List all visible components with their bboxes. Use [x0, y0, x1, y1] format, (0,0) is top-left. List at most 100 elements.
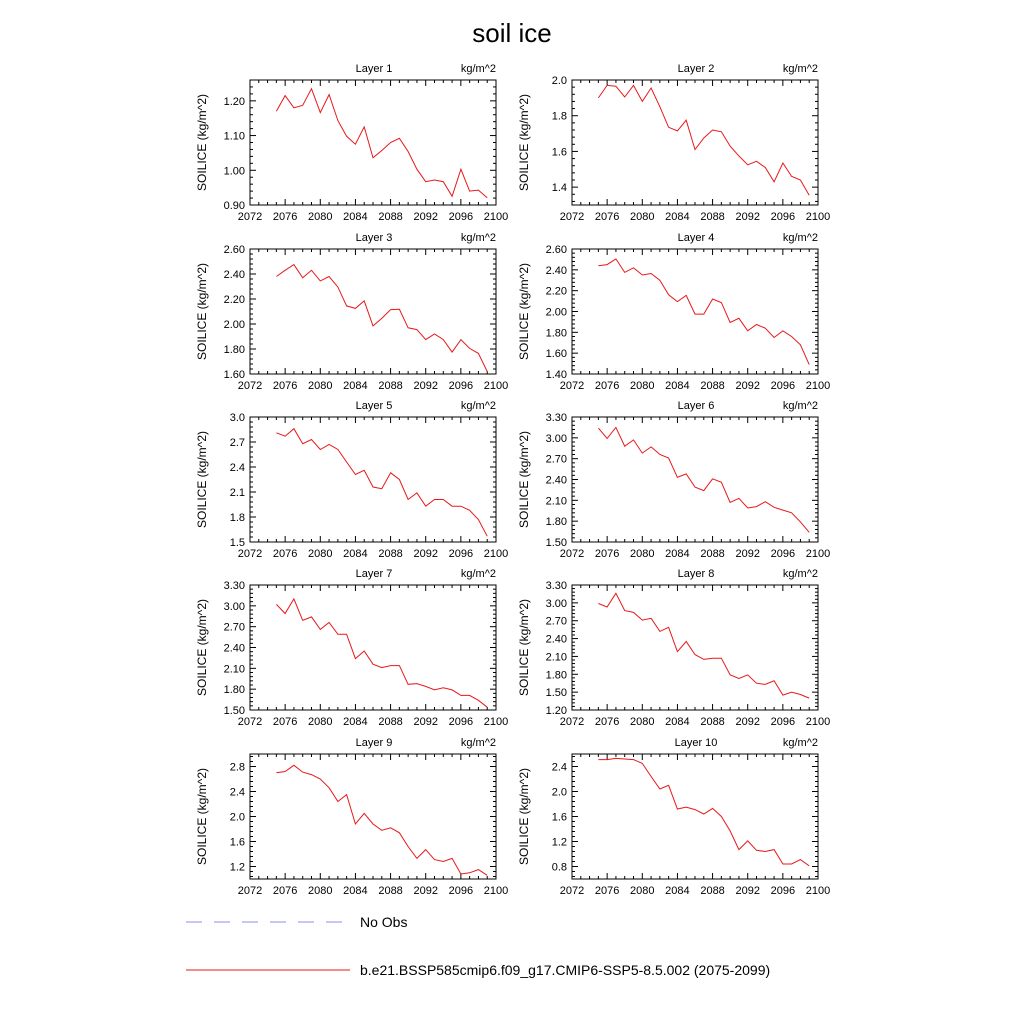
- panel-units: kg/m^2: [461, 568, 496, 580]
- x-tick-label: 2084: [343, 885, 367, 897]
- legend-entry-no-obs: No Obs: [186, 914, 407, 930]
- y-tick-label: 1.2: [552, 837, 567, 849]
- y-tick-label: 1.80: [224, 344, 245, 356]
- panel-title: Layer 2: [678, 63, 715, 75]
- y-tick-label: 0.90: [224, 200, 245, 212]
- plot-frame: [249, 248, 497, 375]
- x-tick-label: 2080: [308, 548, 332, 560]
- panels: Layer 1 kg/m^2 2072 2076 2080 2084 2088 2092 209…: [195, 63, 830, 897]
- y-tick-label: 2.8: [230, 762, 245, 774]
- panel-units: kg/m^2: [783, 400, 818, 412]
- x-tick-label: 2096: [449, 885, 473, 897]
- y-tick-label: 2.0: [552, 75, 567, 87]
- y-axis-label: SOILICE (kg/m^2): [517, 263, 531, 360]
- x-tick-label: 2088: [378, 885, 402, 897]
- x-tick-label: 2076: [595, 716, 619, 728]
- y-axis-label: SOILICE (kg/m^2): [517, 768, 531, 865]
- y-tick-label: 1.60: [224, 369, 245, 381]
- y-tick-label: 1.8: [230, 512, 245, 524]
- figure-title: soil ice: [472, 18, 551, 48]
- x-tick-label: 2092: [735, 548, 759, 560]
- x-tick-label: 2072: [560, 548, 584, 560]
- y-tick-label: 2.20: [546, 286, 567, 298]
- x-tick-label: 2088: [700, 548, 724, 560]
- series-line-layer-8: [598, 592, 810, 699]
- x-tick-label: 2084: [343, 548, 367, 560]
- x-tick-label: 2084: [343, 716, 367, 728]
- series-line-layer-5: [276, 427, 488, 537]
- y-tick-label: 2.1: [230, 487, 245, 499]
- y-tick-label: 3.00: [546, 433, 567, 445]
- x-tick-label: 2072: [238, 380, 262, 392]
- y-tick-label: 2.40: [546, 265, 567, 277]
- series-line-layer-2: [597, 84, 810, 196]
- x-tick-label: 2096: [771, 885, 795, 897]
- y-tick-label: 1.80: [546, 327, 567, 339]
- x-tick-label: 2100: [806, 716, 830, 728]
- x-tick-label: 2088: [700, 716, 724, 728]
- y-tick-label: 3.30: [224, 580, 245, 592]
- panel-units: kg/m^2: [461, 232, 496, 244]
- panel-units: kg/m^2: [783, 568, 818, 580]
- y-tick-label: 3.00: [546, 598, 567, 610]
- y-axis-label: SOILICE (kg/m^2): [517, 599, 531, 696]
- series-line-layer-6: [598, 426, 810, 533]
- panel-layer-6: Layer 6 kg/m^2 2072 2076 2080 2084 2088 2092 209…: [517, 400, 830, 560]
- y-tick-label: 1.80: [546, 669, 567, 681]
- panel-title: Layer 9: [356, 737, 393, 749]
- y-tick-label: 2.70: [546, 454, 567, 466]
- plot-frame: [571, 248, 819, 375]
- y-axis-label: SOILICE (kg/m^2): [517, 431, 531, 528]
- x-tick-label: 2076: [273, 885, 297, 897]
- legend-label-no-obs: No Obs: [360, 914, 407, 930]
- x-tick-label: 2084: [343, 380, 367, 392]
- panel-title: Layer 1: [356, 63, 393, 75]
- x-tick-label: 2088: [378, 716, 402, 728]
- y-tick-label: 1.10: [224, 131, 245, 143]
- series-line-layer-4: [598, 258, 810, 365]
- y-axis-label: SOILICE (kg/m^2): [195, 768, 209, 865]
- x-tick-label: 2072: [238, 716, 262, 728]
- y-axis-label: SOILICE (kg/m^2): [195, 431, 209, 528]
- x-tick-label: 2092: [735, 380, 759, 392]
- panel-title: Layer 10: [675, 737, 718, 749]
- panel-layer-9: Layer 9 kg/m^2 2072 2076 2080 2084 2088 2092 209…: [195, 737, 508, 897]
- panel-title: Layer 8: [678, 568, 715, 580]
- panel-title: Layer 4: [678, 232, 715, 244]
- x-tick-label: 2092: [413, 885, 437, 897]
- x-tick-label: 2084: [665, 211, 689, 223]
- panel-layer-5: Layer 5 kg/m^2 2072 2076 2080 2084 2088 2092 209…: [195, 400, 508, 560]
- y-tick-label: 2.4: [230, 787, 245, 799]
- x-tick-label: 2092: [735, 885, 759, 897]
- y-tick-label: 1.40: [546, 369, 567, 381]
- series-line-layer-7: [276, 597, 488, 708]
- y-tick-label: 2.4: [230, 462, 245, 474]
- x-tick-label: 2076: [595, 211, 619, 223]
- x-tick-label: 2100: [806, 211, 830, 223]
- series-line-layer-1: [275, 87, 488, 199]
- y-tick-label: 3.0: [230, 412, 245, 424]
- x-tick-label: 2088: [378, 380, 402, 392]
- y-tick-label: 3.00: [224, 601, 245, 613]
- panel-layer-1: Layer 1 kg/m^2 2072 2076 2080 2084 2088 2092 209…: [195, 63, 508, 223]
- panel-title: Layer 5: [356, 400, 393, 412]
- panel-units: kg/m^2: [783, 232, 818, 244]
- x-tick-label: 2080: [630, 380, 654, 392]
- y-tick-label: 2.20: [224, 294, 245, 306]
- x-tick-label: 2080: [308, 885, 332, 897]
- y-tick-label: 2.40: [224, 269, 245, 281]
- x-tick-label: 2096: [449, 548, 473, 560]
- x-tick-label: 2072: [238, 548, 262, 560]
- legend: No Obs b.e21.BSSP585cmip6.f09_g17.CMIP6-…: [186, 914, 770, 978]
- x-tick-label: 2100: [484, 380, 508, 392]
- y-tick-label: 2.00: [224, 319, 245, 331]
- x-tick-label: 2100: [806, 885, 830, 897]
- y-tick-label: 2.70: [546, 616, 567, 628]
- y-tick-label: 2.60: [546, 244, 567, 256]
- y-tick-label: 1.50: [224, 705, 245, 717]
- x-tick-label: 2092: [735, 716, 759, 728]
- x-tick-label: 2076: [595, 548, 619, 560]
- panel-layer-4: Layer 4 kg/m^2 2072 2076 2080 2084 2088 2092 209…: [517, 232, 830, 392]
- y-tick-label: 1.20: [546, 705, 567, 717]
